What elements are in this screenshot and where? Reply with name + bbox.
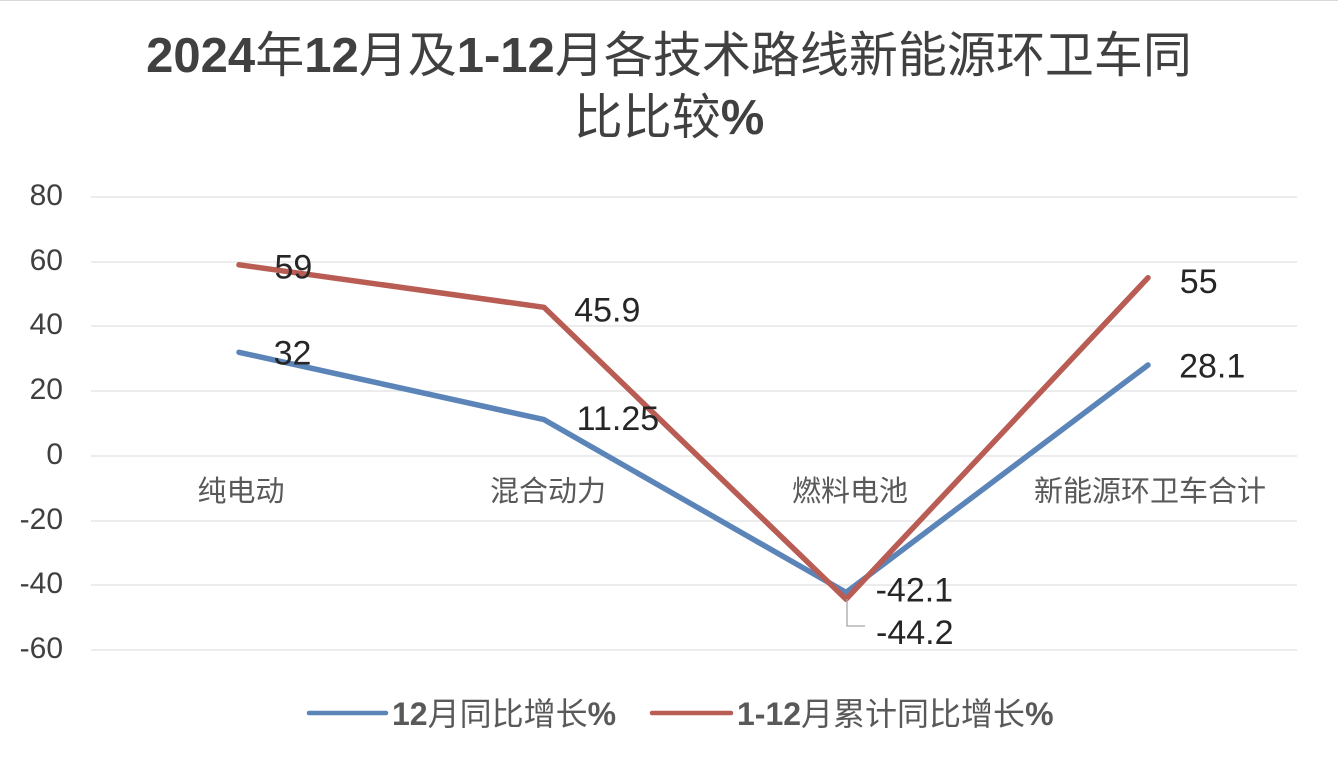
svg-text:-40: -40 [20, 567, 63, 600]
svg-text:0: 0 [46, 438, 63, 471]
svg-text:45.9: 45.9 [574, 291, 640, 329]
svg-text:1-12月累计同比增长%: 1-12月累计同比增长% [737, 696, 1054, 732]
svg-text:40: 40 [30, 308, 63, 341]
svg-text:新能源环卫车合计: 新能源环卫车合计 [1034, 475, 1266, 508]
svg-text:-42.1: -42.1 [876, 571, 954, 609]
svg-text:混合动力: 混合动力 [490, 475, 606, 508]
svg-text:28.1: 28.1 [1179, 348, 1245, 386]
svg-text:-60: -60 [20, 632, 63, 665]
svg-text:纯电动: 纯电动 [197, 475, 284, 508]
svg-text:60: 60 [30, 244, 63, 277]
svg-text:80: 80 [30, 179, 63, 212]
svg-text:12月同比增长%: 12月同比增长% [392, 696, 616, 732]
svg-text:55: 55 [1180, 263, 1218, 301]
svg-text:-20: -20 [20, 503, 63, 536]
svg-text:59: 59 [275, 249, 313, 287]
svg-text:11.25: 11.25 [577, 400, 660, 438]
svg-text:-44.2: -44.2 [876, 614, 954, 652]
svg-text:燃料电池: 燃料电池 [792, 475, 908, 508]
svg-text:20: 20 [30, 373, 63, 406]
svg-text:32: 32 [274, 335, 312, 373]
